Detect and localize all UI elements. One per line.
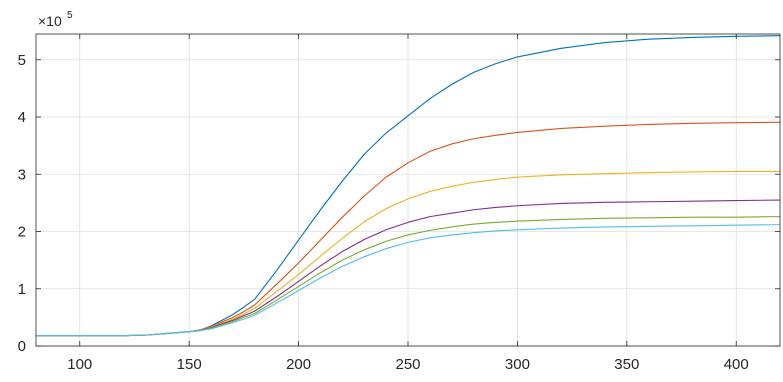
y-exponent-power: 5	[67, 10, 73, 21]
x-tick-label: 200	[286, 356, 311, 373]
y-tick-label: 5	[18, 52, 26, 69]
x-tick-label: 150	[177, 356, 202, 373]
x-tick-label: 250	[395, 356, 420, 373]
grid-layer	[36, 34, 780, 346]
y-exponent-label: ×10	[38, 13, 62, 29]
x-tick-label: 400	[724, 356, 749, 373]
y-tick-label: 2	[18, 224, 26, 241]
y-tick-label: 4	[18, 109, 26, 126]
y-tick-label: 0	[18, 338, 26, 355]
x-tick-label: 100	[67, 356, 92, 373]
tick-labels: 100 150 200 250 300 350 400 0 1 2 3 4 5	[18, 52, 749, 373]
x-tick-label: 300	[505, 356, 530, 373]
y-tick-label: 1	[18, 281, 26, 298]
y-tick-label: 3	[18, 166, 26, 183]
x-tick-label: 350	[614, 356, 639, 373]
